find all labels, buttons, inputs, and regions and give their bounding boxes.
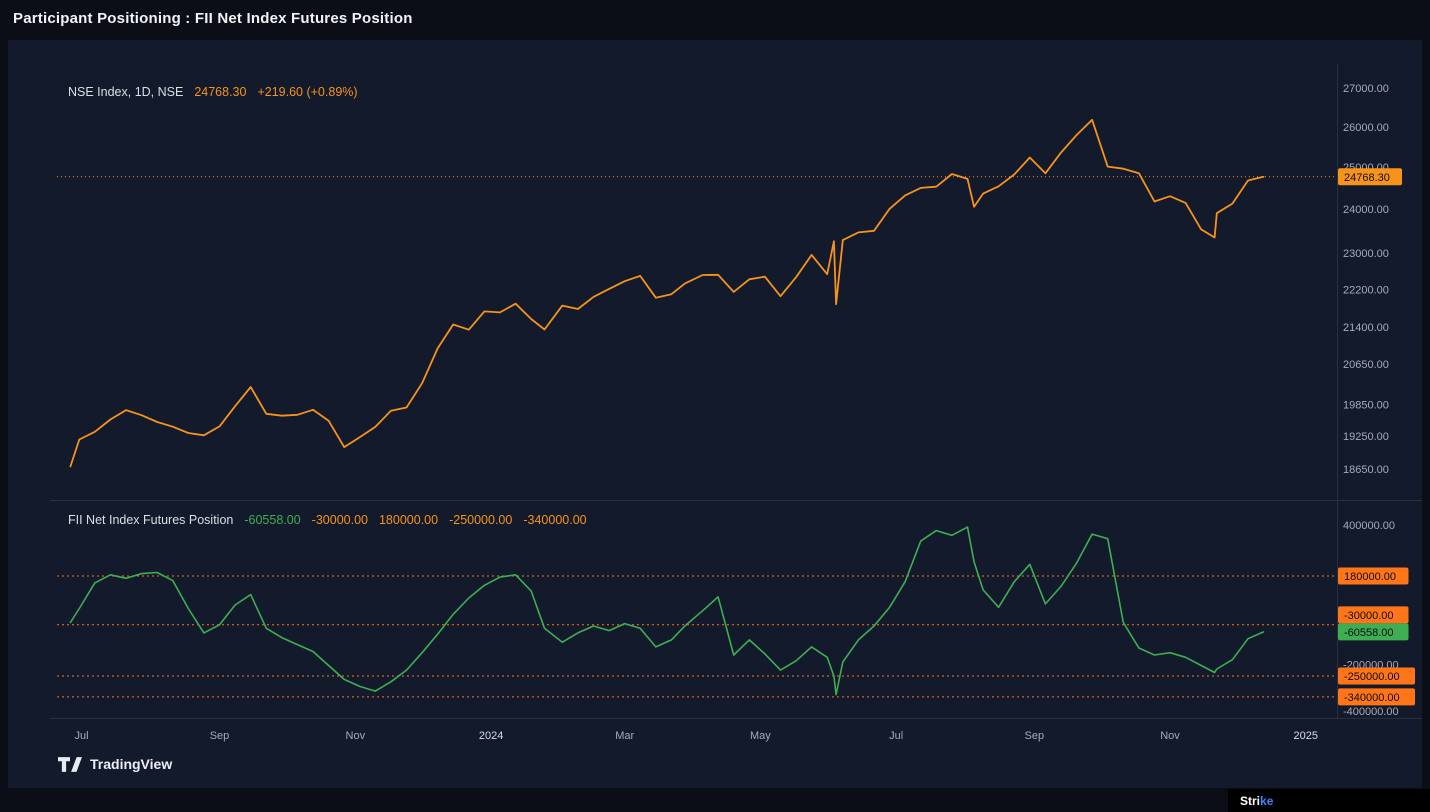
svg-text:23000.00: 23000.00 <box>1343 248 1389 260</box>
svg-text:19250.00: 19250.00 <box>1343 431 1389 443</box>
svg-text:Sep: Sep <box>1025 730 1045 742</box>
fii-alert-value-4: -340000.00 <box>523 513 586 527</box>
fii-alert-value-3: -250000.00 <box>449 513 512 527</box>
alert-value-badge: -30000.00 <box>1338 606 1409 623</box>
svg-text:-400000.00: -400000.00 <box>1343 706 1399 718</box>
tradingview-logo-icon <box>58 757 82 772</box>
svg-text:180000.00: 180000.00 <box>1344 571 1396 583</box>
svg-text:Jul: Jul <box>74 730 88 742</box>
fii-alert-value-2: 180000.00 <box>379 513 438 527</box>
chart-canvas[interactable]: 27000.0026000.0025000.0024000.0023000.00… <box>0 0 1430 812</box>
svg-text:20650.00: 20650.00 <box>1343 359 1389 371</box>
fii-series-title: FII Net Index Futures Position <box>68 513 233 527</box>
svg-text:Jul: Jul <box>889 730 903 742</box>
svg-text:18650.00: 18650.00 <box>1343 464 1389 476</box>
svg-text:27000.00: 27000.00 <box>1343 83 1389 95</box>
price-change: +219.60 (+0.89%) <box>257 85 357 99</box>
price-last-value: 24768.30 <box>194 85 246 99</box>
titlebar: Participant Positioning : FII Net Index … <box>0 0 1430 36</box>
svg-text:26000.00: 26000.00 <box>1343 122 1389 134</box>
fii-alert-value-1: -30000.00 <box>312 513 368 527</box>
strike-label-accent: ke <box>1260 794 1273 808</box>
svg-text:22200.00: 22200.00 <box>1343 285 1389 297</box>
price-last-badge: 24768.30 <box>1338 168 1402 185</box>
price-series-title: NSE Index, 1D, NSE <box>68 85 183 99</box>
alert-lines[interactable] <box>57 576 1337 697</box>
price-series-line[interactable] <box>70 120 1263 467</box>
tradingview-attribution[interactable]: TradingView <box>58 756 172 772</box>
alert-value-badge: -250000.00 <box>1338 668 1415 685</box>
strike-label: Stri <box>1240 794 1260 808</box>
svg-text:May: May <box>750 730 771 742</box>
fii-series-line[interactable] <box>70 527 1263 695</box>
price-pane-legend[interactable]: NSE Index, 1D, NSE 24768.30 +219.60 (+0.… <box>68 85 358 99</box>
fii-last-badge: -60558.00 <box>1338 623 1409 640</box>
svg-text:19850.00: 19850.00 <box>1343 400 1389 412</box>
svg-text:-60558.00: -60558.00 <box>1344 627 1394 639</box>
svg-text:-340000.00: -340000.00 <box>1344 692 1400 704</box>
svg-text:21400.00: 21400.00 <box>1343 322 1389 334</box>
svg-text:Sep: Sep <box>210 730 230 742</box>
page-title: Participant Positioning : FII Net Index … <box>13 10 413 27</box>
fii-pane-legend[interactable]: FII Net Index Futures Position -60558.00… <box>68 513 587 527</box>
svg-text:24000.00: 24000.00 <box>1343 204 1389 216</box>
svg-text:2025: 2025 <box>1294 730 1318 742</box>
strike-brand-badge[interactable]: Strike <box>1228 789 1430 812</box>
alert-value-badge: -340000.00 <box>1338 688 1415 705</box>
svg-text:-250000.00: -250000.00 <box>1344 671 1400 683</box>
svg-text:400000.00: 400000.00 <box>1343 520 1395 532</box>
alert-value-badge: 180000.00 <box>1338 568 1409 585</box>
tradingview-label: TradingView <box>90 756 172 772</box>
time-axis[interactable]: Jul Sep Nov 2024 Mar May Jul Sep Nov 2025 <box>74 730 1318 742</box>
svg-text:Mar: Mar <box>615 730 634 742</box>
svg-text:2024: 2024 <box>479 730 503 742</box>
svg-text:Nov: Nov <box>1160 730 1180 742</box>
fii-last-value: -60558.00 <box>244 513 300 527</box>
svg-text:24768.30: 24768.30 <box>1344 172 1390 184</box>
svg-text:-30000.00: -30000.00 <box>1344 610 1394 622</box>
svg-text:Nov: Nov <box>346 730 366 742</box>
